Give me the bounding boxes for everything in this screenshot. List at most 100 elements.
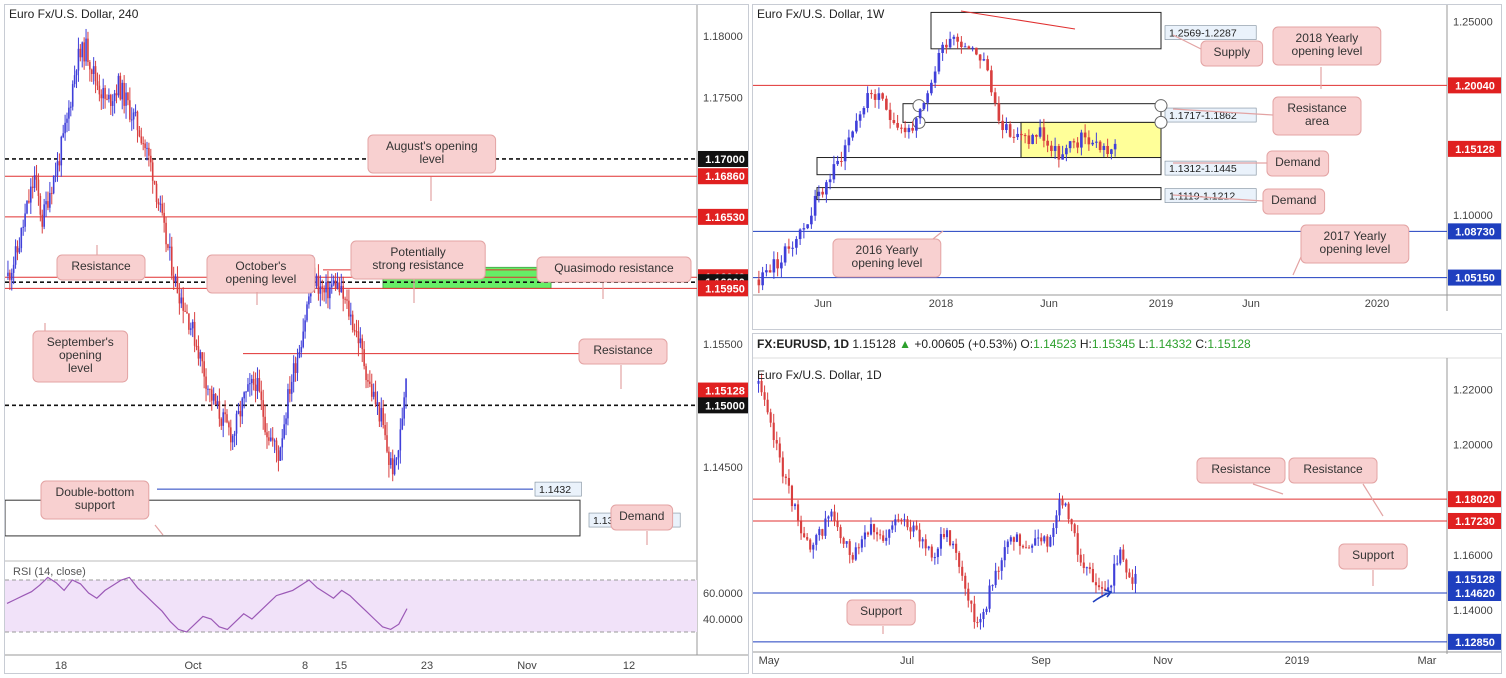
candle-body [56, 161, 59, 176]
candle-body [359, 338, 362, 344]
candle-body [264, 416, 266, 433]
candle-body [228, 422, 230, 428]
candle-body [784, 476, 787, 478]
candle-body [806, 537, 809, 540]
h4-chart-panel[interactable]: 1.180001.175001.170001.165001.160001.155… [4, 4, 749, 674]
candle-body [87, 38, 89, 63]
candle-body [380, 408, 383, 422]
candle-body [976, 622, 979, 624]
candle-body [955, 543, 958, 553]
d1-callout-resistance2-box [1288, 457, 1378, 484]
candle-body [1072, 141, 1076, 143]
d1-level-label: 1.18020 [1455, 494, 1495, 506]
candle-body [247, 384, 249, 392]
candle-body [817, 191, 821, 196]
candle-body [1038, 127, 1042, 137]
w1-chart[interactable]: 1.250001.150001.100001.2569-1.22871.1717… [753, 5, 1502, 330]
candle-body [1001, 120, 1004, 131]
candle-body [382, 408, 384, 425]
d1-open: 1.14523 [1033, 337, 1077, 351]
candle-body [283, 424, 285, 439]
candle-body [193, 321, 196, 346]
candle-body [83, 42, 85, 62]
d1-level-label: 1.17230 [1455, 516, 1495, 528]
candle-body [881, 93, 884, 99]
candle-body [41, 214, 44, 227]
candle-body [108, 94, 110, 100]
h4-ray-label: 1.1432 [539, 484, 571, 496]
candle-body [1119, 549, 1122, 564]
candle-body [249, 383, 251, 385]
candle-body [915, 525, 918, 530]
candle-body [332, 280, 335, 285]
candle-body [270, 437, 272, 441]
d1-chart-panel[interactable]: 1.22000 1.20000 1.16000 1.14000 1.18020 1.172… [752, 333, 1502, 674]
h4-level-label-bg [698, 382, 748, 399]
h4-time-tick: 8 [302, 660, 308, 672]
candle-body [94, 66, 97, 82]
candle-body [129, 100, 131, 120]
candle-body [1104, 588, 1107, 591]
candle-body [997, 103, 1001, 121]
w1-callout-2018-box [1272, 26, 1382, 66]
candle-body [960, 41, 963, 48]
candle-body [289, 389, 291, 394]
candle-body [153, 180, 156, 184]
h4-callout-august-text: level [419, 152, 444, 166]
candle-body [964, 575, 967, 589]
candle-body [191, 321, 194, 329]
w1-chart-panel[interactable]: 1.250001.150001.100001.2569-1.22871.1717… [752, 4, 1502, 330]
candle-body [1083, 132, 1087, 138]
candle-body [245, 391, 247, 393]
candle-body [1102, 145, 1106, 151]
candle-body [828, 179, 832, 183]
candle-body [197, 346, 200, 359]
candle-body [815, 535, 818, 545]
candle-body [92, 66, 95, 74]
h4-callout-quasimodo-box [536, 256, 692, 283]
candle-body [66, 118, 68, 123]
candle-body [10, 272, 13, 280]
w1-zone [816, 187, 1162, 201]
w1-callout-demand2-box [1262, 188, 1326, 215]
candle-body [370, 383, 373, 397]
w1-time-tick: Jun [1242, 298, 1260, 310]
w1-callout-2017-text: 2017 Yearly [1324, 229, 1387, 243]
w1-price-tick: 1.10000 [1453, 210, 1493, 222]
d1-level-label: 1.12850 [1455, 637, 1495, 649]
candle-body [1073, 524, 1076, 534]
candle-body [386, 435, 388, 452]
candle-body [285, 418, 287, 425]
d1-callout-resistance2-text: Resistance [1303, 462, 1363, 476]
d1-chart[interactable]: 1.22000 1.20000 1.16000 1.14000 1.18020 1.172… [753, 334, 1502, 674]
candle-body [323, 289, 325, 293]
candle-body [85, 38, 87, 62]
candle-body [918, 109, 922, 119]
h4-chart[interactable]: 1.180001.175001.170001.165001.160001.155… [5, 5, 749, 674]
h4-price-tick: 1.15500 [703, 339, 743, 351]
candle-body [912, 525, 915, 532]
candle-body [978, 54, 982, 61]
candle-body [294, 363, 297, 373]
candle-body [169, 246, 171, 248]
candle-body [64, 122, 66, 134]
d1-time-tick: Mar [1418, 655, 1437, 667]
candle-body [403, 397, 405, 419]
candle-body [52, 175, 55, 194]
d1-price-tick: 1.20000 [1453, 440, 1493, 452]
w1-callout-2016-text: 2016 Yearly [856, 243, 919, 257]
candle-body [98, 85, 101, 95]
candle-body [132, 112, 135, 120]
candle-body [791, 247, 794, 249]
candle-body [982, 59, 986, 61]
candle-body [1094, 582, 1098, 586]
candle-body [927, 546, 930, 549]
d1-level-label-bg [1448, 512, 1501, 529]
candle-body [1049, 536, 1052, 547]
candle-body [142, 143, 144, 145]
candle-body [781, 457, 784, 477]
candle-body [28, 200, 30, 203]
candle-body [100, 94, 103, 99]
candle-body [896, 122, 899, 128]
candle-body [897, 519, 900, 521]
